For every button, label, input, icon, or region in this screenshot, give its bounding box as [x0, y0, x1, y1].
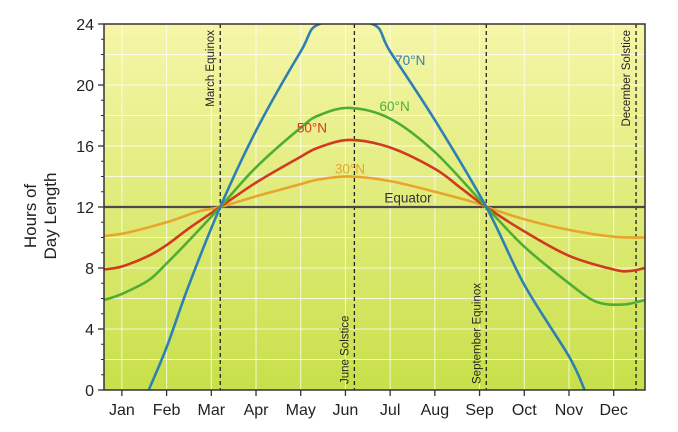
series-lines — [104, 24, 645, 390]
series-label-50-n: 50°N — [297, 120, 327, 135]
x-tick-label: Sep — [465, 402, 494, 419]
series-line-50-n — [104, 138, 645, 273]
series-line-30-n — [104, 175, 645, 239]
series-label-30-n: 30°N — [335, 161, 365, 176]
y-tick-label: 0 — [85, 383, 94, 400]
x-tick-label: Feb — [153, 402, 181, 419]
annotation-label-december-solstice: December Solstice — [621, 30, 633, 127]
series-labels: 70°N 60°N 50°N 30°N Equator — [297, 53, 432, 205]
x-tick-label: Jul — [380, 402, 400, 419]
annotation-label-march-equinox: March Equinox — [205, 30, 217, 107]
x-tick-label: May — [286, 402, 316, 419]
y-tick-label: 4 — [85, 322, 94, 339]
x-tick-label: Jan — [109, 402, 135, 419]
y-tick-label: 16 — [76, 139, 94, 156]
y-tick-label: 20 — [76, 78, 94, 95]
series-line-70-n — [147, 24, 586, 390]
y-tick-label: 24 — [76, 17, 94, 34]
annotation-label-september-equinox: September Equinox — [471, 283, 483, 384]
y-axis-title-line-1: Hours of — [21, 184, 40, 249]
x-tick-label: Dec — [599, 402, 627, 419]
x-tick-label: Jun — [333, 402, 359, 419]
y-tick-label: 12 — [76, 200, 94, 217]
series-label-equator: Equator — [384, 190, 432, 205]
x-tick-label: Aug — [421, 402, 449, 419]
series-line-60-n — [104, 106, 645, 307]
y-axis-title: Hours of Day Length — [21, 173, 60, 260]
series-label-70-n: 70°N — [395, 53, 425, 68]
y-axis-title-line-2: Day Length — [41, 173, 60, 260]
axes: 0 4 8 12 16 20 24 Jan Feb Mar Apr May Jun Jul Aug Sep Oc… — [76, 17, 628, 419]
y-tick-label: 8 — [85, 261, 94, 278]
annotation-label-june-solstice: June Solstice — [339, 316, 351, 384]
x-tick-label: Oct — [512, 402, 537, 419]
x-tick-label: Apr — [244, 402, 270, 419]
x-tick-label: Mar — [198, 402, 226, 419]
x-tick-label: Nov — [555, 402, 583, 419]
series-label-60-n: 60°N — [380, 99, 410, 114]
